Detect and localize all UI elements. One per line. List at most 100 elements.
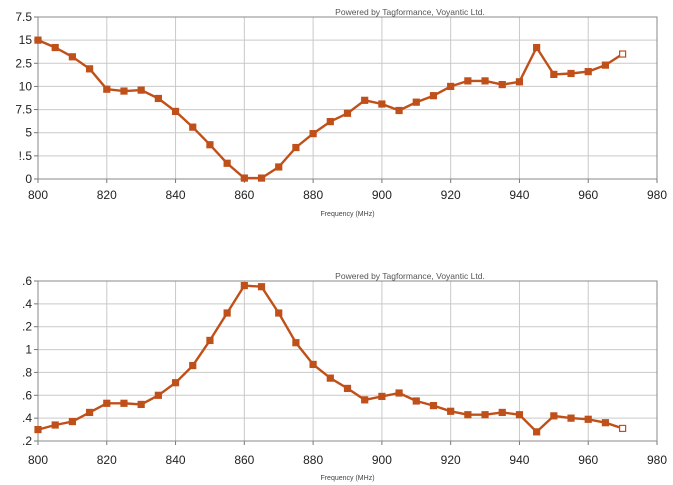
chart-1-data-point xyxy=(447,82,455,91)
chart-2-data-point xyxy=(240,281,248,290)
chart-1-data-point xyxy=(326,118,334,126)
chart-2-y-tick-label: .2 xyxy=(22,320,32,334)
chart-2-data-point xyxy=(601,419,610,427)
chart-2-y-tick-label: .8 xyxy=(22,365,32,379)
chart-1-data-point xyxy=(51,43,59,52)
chart-2-data-point xyxy=(619,424,627,433)
chart-2-data-point xyxy=(498,408,506,417)
chart-1-data-point xyxy=(533,43,541,52)
chart-1-data-point xyxy=(240,174,248,182)
chart-1-data-point xyxy=(292,143,300,152)
chart-2-data-point xyxy=(171,379,180,387)
chart-1-x-tick-label: 840 xyxy=(166,188,186,202)
chart-2-data-point xyxy=(154,391,162,399)
chart-1-x-tick-label: 900 xyxy=(372,188,392,202)
chart-2-data-point xyxy=(378,392,386,401)
chart-2-data-point xyxy=(584,415,592,423)
chart-1-y-tick-label: 10 xyxy=(19,79,33,93)
chart-1-x-tick-label: 880 xyxy=(303,188,323,202)
chart-1-data-point xyxy=(361,96,369,104)
chart-1-data-point xyxy=(309,130,317,138)
chart-2-x-tick-label: 940 xyxy=(509,453,529,467)
chart-2-data-point xyxy=(120,399,128,407)
chart-1-y-tick-label: 7.5 xyxy=(15,103,32,117)
chart-2-data-point xyxy=(361,396,369,404)
chart-1-data-point xyxy=(68,53,76,61)
chart-1-y-tick-label: 15 xyxy=(19,33,33,47)
chart-2-data-point xyxy=(326,374,334,382)
chart-2-x-tick-label: 980 xyxy=(647,453,667,467)
chart-1-x-tick-label: 800 xyxy=(28,188,48,202)
chart-2-data-point xyxy=(343,384,352,393)
chart-2-x-tick-label: 960 xyxy=(578,453,598,467)
chart-2-x-axis-label: Frequency (MHz) xyxy=(320,475,374,482)
chart-1-y-tick-label: 5 xyxy=(25,126,32,140)
chart-1-data-point xyxy=(257,174,266,182)
chart-2-y-tick-label: .6 xyxy=(22,388,32,402)
chart-1-data-point xyxy=(567,69,575,78)
chart-1-y-tick-label: 0 xyxy=(25,172,32,186)
chart-2-data-point xyxy=(567,414,575,422)
chart-1-data-point xyxy=(498,80,506,89)
chart-2-data-point xyxy=(257,283,266,291)
chart-1-data-point xyxy=(34,36,42,44)
chart-2-data-point xyxy=(189,361,197,370)
chart-2-data-point xyxy=(550,412,558,420)
chart-1-data-point xyxy=(171,107,180,116)
chart-1-data-point xyxy=(85,65,94,73)
chart-1-data-point xyxy=(275,163,283,171)
chart-2-data-point xyxy=(137,400,145,409)
chart-2-data-point xyxy=(103,399,111,407)
chart-1-y-tick-label: !.5 xyxy=(19,149,33,163)
chart-2-data-point xyxy=(447,407,455,415)
chart-1-y-tick-label: 2.5 xyxy=(15,56,32,70)
chart-2-x-tick-label: 920 xyxy=(441,453,461,467)
chart-2-data-point xyxy=(292,339,300,347)
chart-2-data-point xyxy=(429,401,438,410)
chart-1-data-point xyxy=(464,77,472,85)
chart-1-data-point xyxy=(619,50,627,58)
chart-1-data-point xyxy=(206,141,214,149)
chart-2: 800 820 840 860 880 900 920 940 960 980 .2 .4 .6 .8 1.… xyxy=(22,271,667,482)
chart-2-y-tick-label: .4 xyxy=(22,297,32,311)
chart-1-title: Powered by Tagformance, Voyantic Ltd. xyxy=(335,7,485,17)
chart-1-data-point xyxy=(412,98,420,106)
chart-2-data-point xyxy=(51,421,59,429)
chart-1-data-point xyxy=(550,70,558,78)
chart-2-x-tick-label: 820 xyxy=(97,453,117,467)
chart-1-data-point xyxy=(103,85,111,93)
chart-2-data-point xyxy=(533,428,541,436)
chart-2-data-point xyxy=(515,411,524,419)
chart-2-data-point xyxy=(412,397,420,405)
chart-1-x-tick-label: 940 xyxy=(509,188,529,202)
chart-2-data-point xyxy=(395,389,403,397)
chart-1-data-point xyxy=(395,106,403,115)
chart-2-x-tick-label: 860 xyxy=(234,453,254,467)
chart-2-x-tick-label: 880 xyxy=(303,453,323,467)
chart-1-x-axis-label: Frequency (MHz) xyxy=(320,211,374,218)
chart-2-data-point xyxy=(68,417,76,426)
chart-2-y-tick-label: .2 xyxy=(22,434,32,448)
chart-2-data-point xyxy=(85,408,94,417)
chart-2-x-tick-label: 900 xyxy=(372,453,392,467)
chart-1-x-tick-label: 980 xyxy=(647,188,667,202)
chart-1-data-point xyxy=(429,92,438,100)
chart-1-data-point xyxy=(584,68,592,76)
chart-1-data-point xyxy=(189,123,197,131)
chart-1-x-tick-label: 860 xyxy=(234,188,254,202)
chart-1: 800 820 840 860 880 900 920 940 960 980 0 !.5 5 7.5 10… xyxy=(15,7,667,218)
chart-1-x-tick-label: 820 xyxy=(97,188,117,202)
chart-1-x-tick-label: 920 xyxy=(441,188,461,202)
chart-2-data-point xyxy=(481,411,489,419)
chart-2-data-point xyxy=(309,360,317,369)
chart-2-y-tick-label: .6 xyxy=(22,274,32,288)
chart-1-data-point xyxy=(515,78,524,86)
chart-1-data-point xyxy=(481,77,489,85)
chart-2-plot-frame xyxy=(37,280,658,442)
chart-1-data-point xyxy=(137,86,145,94)
chart-2-y-tick-label: 1 xyxy=(25,343,32,357)
chart-2-data-point xyxy=(275,309,283,317)
chart-2-x-tick-label: 840 xyxy=(166,453,186,467)
chart-2-x-tick-label: 800 xyxy=(28,453,48,467)
